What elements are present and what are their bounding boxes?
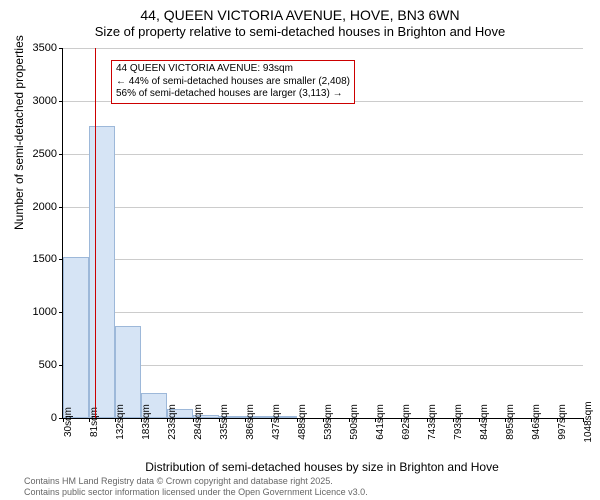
gridline [63, 154, 583, 155]
footer-line-1: Contains HM Land Registry data © Crown c… [24, 476, 368, 487]
xtick-label: 132sqm [115, 404, 126, 440]
xtick-label: 946sqm [531, 404, 542, 440]
gridline [63, 312, 583, 313]
ytick-label: 2500 [17, 148, 57, 160]
xtick-label: 641sqm [375, 404, 386, 440]
histogram-bar [63, 257, 89, 418]
xtick-label: 844sqm [479, 404, 490, 440]
gridline [63, 48, 583, 49]
xtick-label: 233sqm [167, 404, 178, 440]
xtick-label: 997sqm [557, 404, 568, 440]
plot-region: 050010001500200025003000350030sqm81sqm13… [62, 48, 583, 419]
ytick-label: 0 [17, 412, 57, 424]
xtick-label: 30sqm [63, 407, 74, 437]
annotation-box: 44 QUEEN VICTORIA AVENUE: 93sqm← 44% of … [111, 60, 355, 104]
xtick-label: 793sqm [453, 404, 464, 440]
ytick-label: 3500 [17, 42, 57, 54]
xtick-label: 284sqm [193, 404, 204, 440]
footer-line-2: Contains public sector information licen… [24, 487, 368, 498]
x-axis-label: Distribution of semi-detached houses by … [62, 460, 582, 474]
xtick-label: 335sqm [219, 404, 230, 440]
ytick-label: 1500 [17, 253, 57, 265]
gridline [63, 259, 583, 260]
xtick-label: 692sqm [401, 404, 412, 440]
ytick-label: 500 [17, 359, 57, 371]
xtick-label: 386sqm [245, 404, 256, 440]
chart-container: 44, QUEEN VICTORIA AVENUE, HOVE, BN3 6WN… [0, 0, 600, 500]
xtick-label: 539sqm [323, 404, 334, 440]
property-marker-line [95, 48, 96, 418]
annotation-line: ← 44% of semi-detached houses are smalle… [116, 76, 350, 89]
xtick-label: 437sqm [271, 404, 282, 440]
xtick-label: 183sqm [141, 404, 152, 440]
ytick-mark [59, 101, 63, 102]
histogram-bar [89, 126, 115, 418]
annotation-line: 56% of semi-detached houses are larger (… [116, 88, 350, 101]
annotation-line: 44 QUEEN VICTORIA AVENUE: 93sqm [116, 63, 350, 76]
ytick-mark [59, 48, 63, 49]
ytick-mark [59, 207, 63, 208]
gridline [63, 207, 583, 208]
xtick-label: 1048sqm [583, 401, 594, 442]
xtick-label: 895sqm [505, 404, 516, 440]
chart-subtitle: Size of property relative to semi-detach… [0, 24, 600, 41]
xtick-label: 743sqm [427, 404, 438, 440]
ytick-label: 2000 [17, 201, 57, 213]
ytick-label: 1000 [17, 306, 57, 318]
xtick-label: 488sqm [297, 404, 308, 440]
chart-area: 050010001500200025003000350030sqm81sqm13… [62, 48, 582, 418]
ytick-label: 3000 [17, 95, 57, 107]
footer-attribution: Contains HM Land Registry data © Crown c… [24, 476, 368, 498]
ytick-mark [59, 154, 63, 155]
xtick-label: 590sqm [349, 404, 360, 440]
chart-title: 44, QUEEN VICTORIA AVENUE, HOVE, BN3 6WN [0, 0, 600, 24]
